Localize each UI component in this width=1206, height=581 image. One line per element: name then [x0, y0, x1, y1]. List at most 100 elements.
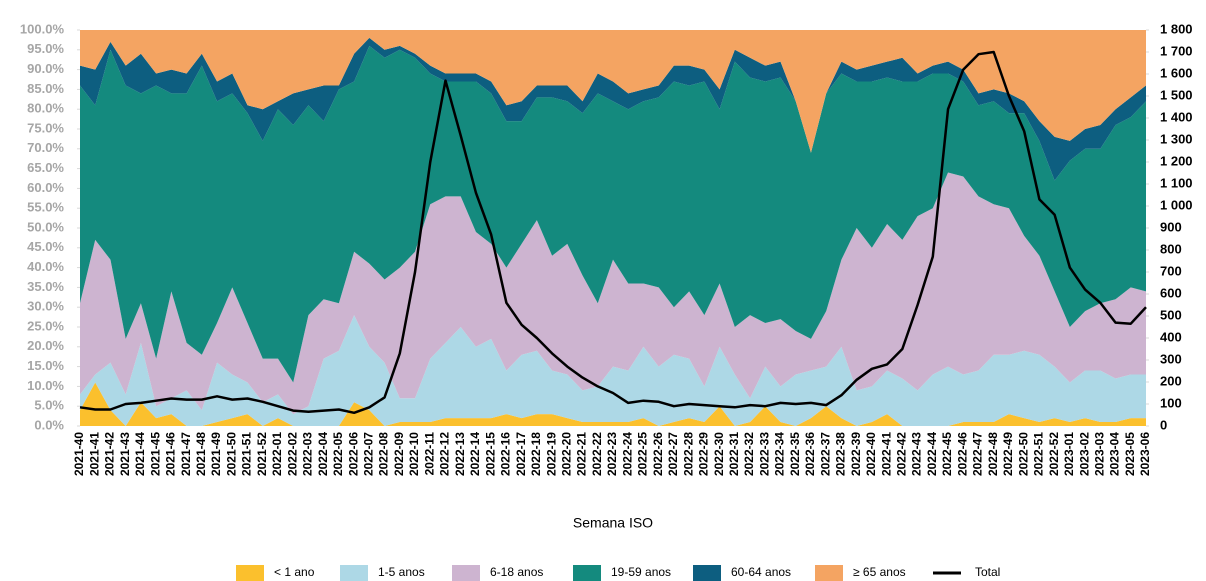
x-tick-label: 2022-02 [285, 432, 299, 476]
y2-tick-label: 1 600 [1160, 65, 1193, 80]
x-tick-label: 2021-45 [148, 432, 162, 476]
y2-tick-label: 1 700 [1160, 43, 1193, 58]
x-tick-label: 2022-42 [895, 432, 909, 476]
area [80, 382, 1146, 426]
x-tick-label: 2023-03 [1092, 432, 1106, 476]
x-tick-label: 2022-35 [788, 432, 802, 476]
y-tick-label: 65.0% [27, 160, 64, 175]
y-tick-label: 55.0% [27, 200, 64, 215]
x-tick-label: 2021-48 [194, 432, 208, 476]
x-tick-label: 2021-41 [87, 432, 101, 476]
x-tick-label: 2022-23 [605, 432, 619, 476]
y2-tick-label: 1 100 [1160, 175, 1193, 190]
y-tick-label: 85.0% [27, 81, 64, 96]
y2-tick-label: 1 000 [1160, 197, 1193, 212]
y-tick-label: 95.0% [27, 41, 64, 56]
x-tick-label: 2022-43 [910, 432, 924, 476]
y2-tick-label: 200 [1160, 373, 1182, 388]
x-tick-label: 2022-10 [407, 432, 421, 476]
x-tick-label: 2022-50 [1016, 432, 1030, 476]
legend-item: 60-64 anos [693, 565, 791, 581]
x-tick-label: 2021-51 [240, 432, 254, 476]
legend-label: < 1 ano [274, 565, 315, 579]
y-tick-label: 30.0% [27, 299, 64, 314]
x-tick-label: 2022-51 [1032, 432, 1046, 476]
x-tick-label: 2022-52 [1047, 432, 1061, 476]
x-tick-label: 2022-47 [971, 432, 985, 476]
y-tick-label: 80.0% [27, 101, 64, 116]
x-tick-label: 2021-47 [179, 432, 193, 476]
y2-tick-label: 1 200 [1160, 153, 1193, 168]
x-tick-label: 2022-26 [651, 432, 665, 476]
y2-tick-label: 1 500 [1160, 87, 1193, 102]
y2-tick-label: 700 [1160, 263, 1182, 278]
x-tick-label: 2022-09 [392, 432, 406, 476]
x-tick-label: 2022-38 [834, 432, 848, 476]
x-tick-label: 2022-27 [666, 432, 680, 476]
x-tick-label: 2021-52 [255, 432, 269, 476]
x-tick-label: 2022-46 [955, 432, 969, 476]
legend-item: ≥ 65 anos [815, 565, 906, 581]
x-tick-label: 2021-50 [224, 432, 238, 476]
x-tick-label: 2022-04 [316, 432, 330, 476]
y-tick-label: 40.0% [27, 259, 64, 274]
y-tick-label: 90.0% [27, 61, 64, 76]
legend-label: 19-59 anos [611, 565, 671, 579]
legend-label: Total [975, 565, 1000, 579]
y-tick-label: 70.0% [27, 140, 64, 155]
legend-item: 19-59 anos [573, 565, 671, 581]
y2-tick-label: 1 800 [1160, 21, 1193, 36]
x-tick-label: 2022-12 [438, 432, 452, 476]
x-tick-label: 2022-34 [773, 432, 787, 476]
y2-tick-label: 100 [1160, 395, 1182, 410]
y2-tick-label: 1 400 [1160, 109, 1193, 124]
x-tick-label: 2022-44 [925, 432, 939, 476]
x-tick-label: 2022-13 [453, 432, 467, 476]
y2-tick-label: 0 [1160, 417, 1167, 432]
x-axis-title: Semana ISO [573, 515, 653, 531]
x-tick-label: 2022-37 [818, 432, 832, 476]
y2-tick-label: 500 [1160, 307, 1182, 322]
legend-label: ≥ 65 anos [853, 565, 906, 579]
y2-tick-label: 1 300 [1160, 131, 1193, 146]
x-tick-label: 2022-22 [590, 432, 604, 476]
x-tick-label: 2022-45 [940, 432, 954, 476]
x-tick-label: 2022-05 [331, 432, 345, 476]
x-tick-label: 2022-08 [377, 432, 391, 476]
x-tick-label: 2022-41 [879, 432, 893, 476]
y2-tick-label: 600 [1160, 285, 1182, 300]
y2-tick-label: 800 [1160, 241, 1182, 256]
area [80, 30, 1146, 153]
x-tick-label: 2022-31 [727, 432, 741, 476]
x-tick-label: 2023-05 [1123, 432, 1137, 476]
x-tick-label: 2022-25 [636, 432, 650, 476]
x-tick-label: 2023-04 [1108, 432, 1122, 476]
legend-label: 1-5 anos [378, 565, 425, 579]
y-tick-label: 100.0% [20, 21, 65, 36]
x-tick-label: 2022-36 [803, 432, 817, 476]
legend-item: 6-18 anos [452, 565, 543, 581]
x-tick-label: 2022-19 [544, 432, 558, 476]
legend-swatch [452, 565, 480, 581]
x-tick-label: 2022-29 [697, 432, 711, 476]
y-tick-label: 20.0% [27, 338, 64, 353]
legend-item: Total [933, 565, 1000, 579]
area [80, 315, 1146, 426]
y-tick-label: 60.0% [27, 180, 64, 195]
legend-swatch [693, 565, 721, 581]
y-tick-label: 35.0% [27, 279, 64, 294]
legend-item: < 1 ano [236, 565, 315, 581]
y-tick-label: 50.0% [27, 219, 64, 234]
x-tick-label: 2022-03 [301, 432, 315, 476]
x-tick-label: 2022-17 [514, 432, 528, 476]
x-tick-label: 2023-06 [1138, 432, 1152, 476]
legend-swatch [573, 565, 601, 581]
x-tick-label: 2022-16 [499, 432, 513, 476]
x-tick-label: 2022-06 [346, 432, 360, 476]
legend-swatch [340, 565, 368, 581]
x-tick-label: 2022-21 [575, 432, 589, 476]
y-tick-label: 10.0% [27, 378, 64, 393]
legend-swatch [815, 565, 843, 581]
legend-label: 60-64 anos [731, 565, 791, 579]
